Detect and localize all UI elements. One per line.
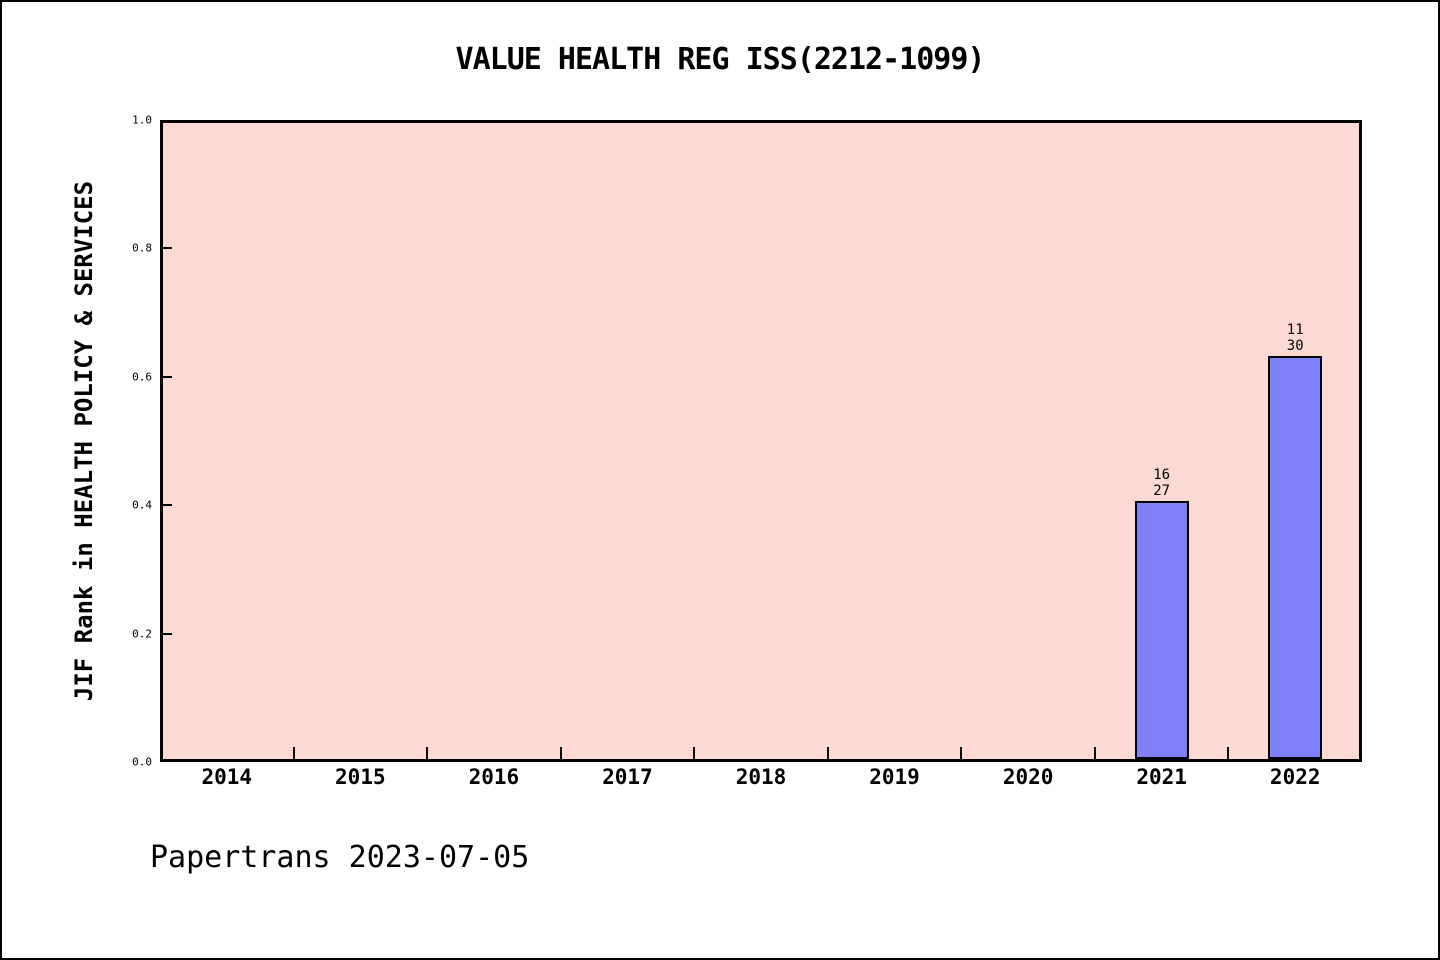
y-tick-mark bbox=[160, 504, 172, 507]
x-tick-mark bbox=[1093, 747, 1096, 759]
bar-value-label: 11 30 bbox=[1286, 321, 1304, 354]
x-tick-label: 2014 bbox=[201, 765, 253, 789]
x-tick-label: 2020 bbox=[1002, 765, 1054, 789]
y-axis-label: JIF Rank in HEALTH POLICY & SERVICES bbox=[70, 180, 98, 702]
y-tick-label: 0.6 bbox=[132, 370, 152, 384]
chart-title: VALUE HEALTH REG ISS(2212-1099) bbox=[455, 42, 986, 77]
y-tick-label: 0.8 bbox=[132, 241, 152, 255]
y-tick-mark bbox=[160, 247, 172, 250]
x-tick-label: 2016 bbox=[468, 765, 520, 789]
x-tick-label: 2021 bbox=[1136, 765, 1187, 789]
bar-2022 bbox=[1268, 355, 1323, 759]
bar-value-label: 16 27 bbox=[1153, 466, 1171, 499]
x-tick-mark bbox=[960, 747, 963, 759]
x-tick-mark bbox=[292, 747, 295, 759]
y-tick-mark bbox=[160, 632, 172, 635]
y-tick-label: 0.2 bbox=[132, 627, 152, 641]
x-tick-label: 2022 bbox=[1269, 765, 1321, 789]
bar-2021 bbox=[1134, 500, 1189, 759]
x-tick-mark bbox=[559, 747, 562, 759]
x-tick-mark bbox=[826, 747, 829, 759]
y-tick-mark bbox=[160, 375, 172, 378]
x-tick-mark bbox=[426, 747, 429, 759]
x-tick-mark bbox=[693, 747, 696, 759]
x-tick-label: 2017 bbox=[602, 765, 653, 789]
footer-watermark: Papertrans 2023-07-05 bbox=[150, 840, 530, 875]
x-tick-label: 2019 bbox=[869, 765, 920, 789]
x-tick-label: 2018 bbox=[735, 765, 787, 789]
y-tick-label: 0.0 bbox=[132, 755, 152, 769]
x-tick-mark bbox=[1227, 747, 1230, 759]
y-tick-label: 1.0 bbox=[132, 113, 152, 127]
x-tick-label: 2015 bbox=[335, 765, 386, 789]
y-tick-label: 0.4 bbox=[132, 498, 152, 512]
